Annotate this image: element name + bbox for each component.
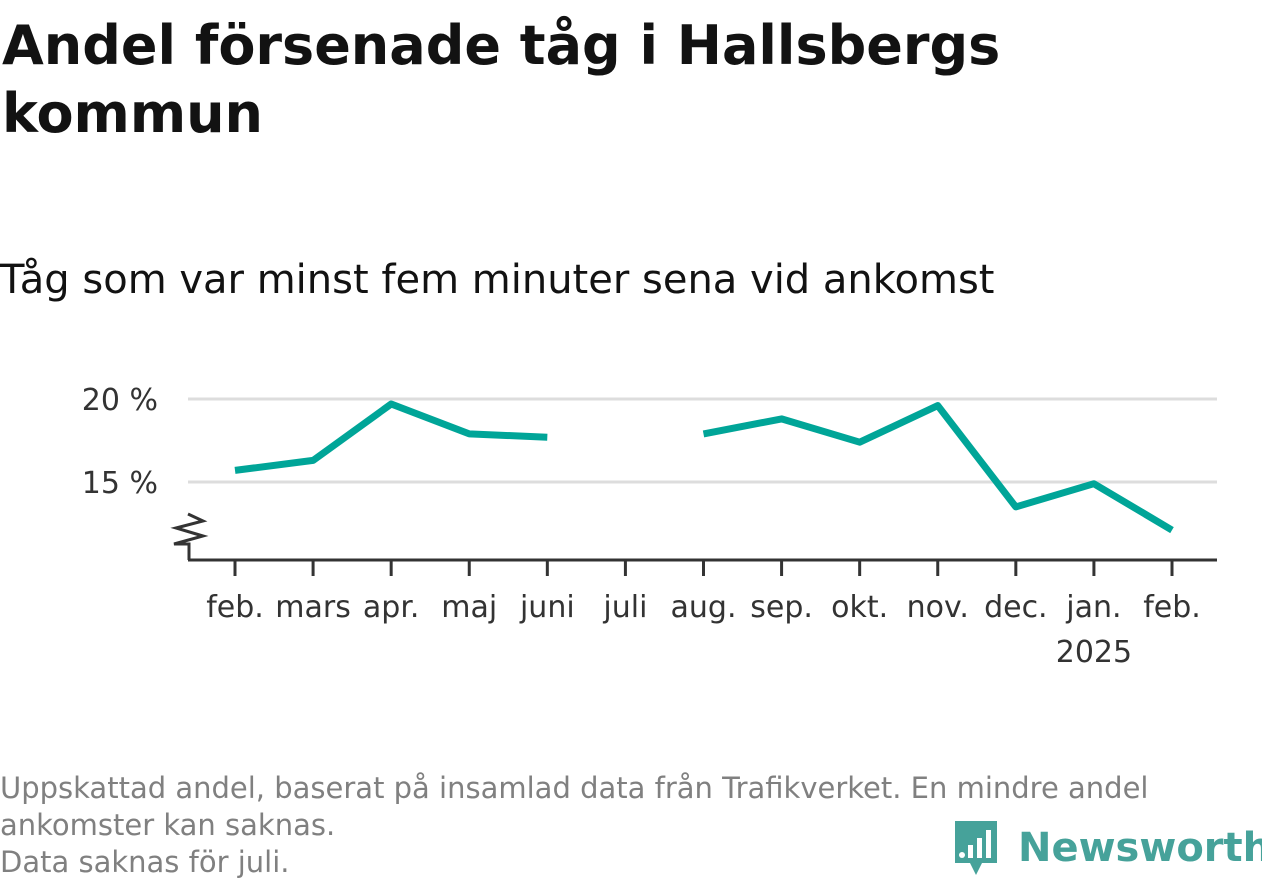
x-tick-label-10: dec.	[984, 590, 1048, 625]
x-tick-label-2: apr.	[363, 590, 420, 625]
footnote-line-1: Uppskattad andel, baserat på insamlad da…	[0, 771, 1149, 805]
axis-break-icon	[170, 512, 209, 560]
chart-title: Andel försenade tåg i Hallsbergs kommun	[2, 14, 1001, 145]
x-tick-label-9: nov.	[907, 590, 969, 625]
line-chart: 15 % 20 % feb. mars apr. maj juni juli aug. sep.…	[82, 383, 1217, 670]
x-year-label: 2025	[1056, 635, 1132, 670]
brand-name: Newsworthy	[1018, 825, 1262, 871]
footnote: Uppskattad andel, baserat på insamlad da…	[0, 770, 1250, 881]
newsworthy-logo-icon	[955, 821, 997, 875]
data-series	[234, 400, 1174, 534]
y-axis-ticks: 15 % 20 %	[82, 383, 158, 501]
series-line-segment-1	[702, 402, 1174, 534]
x-tick-label-1: mars	[275, 590, 351, 625]
x-axis-labels: feb. mars apr. maj juni juli aug. sep. okt. nov. d…	[206, 590, 1201, 670]
y-tick-label-15: 15 %	[82, 466, 158, 501]
x-tick-label-0: feb.	[206, 590, 264, 625]
x-tick-label-11: jan.	[1065, 590, 1121, 625]
x-tick-label-4: juni	[519, 590, 575, 625]
footnote-line-3: Data saknas för juli.	[0, 845, 290, 879]
x-tick-label-5: juli	[602, 590, 647, 625]
y-tick-label-20: 20 %	[82, 383, 158, 418]
x-axis	[170, 512, 1217, 576]
footnote-line-2: ankomster kan saknas.	[0, 808, 336, 842]
series-line-segment-0	[234, 400, 548, 474]
x-tick-label-7: sep.	[750, 590, 813, 625]
x-tick-label-3: maj	[441, 590, 497, 625]
x-tick-label-12: feb.	[1143, 590, 1201, 625]
x-tick-label-8: okt.	[831, 590, 888, 625]
brand-logo: Newsworthy	[952, 818, 1262, 878]
x-tick-label-6: aug.	[671, 590, 737, 625]
chart-subtitle: Tåg som var minst fem minuter sena vid a…	[0, 257, 995, 303]
grid-lines	[188, 397, 1217, 484]
